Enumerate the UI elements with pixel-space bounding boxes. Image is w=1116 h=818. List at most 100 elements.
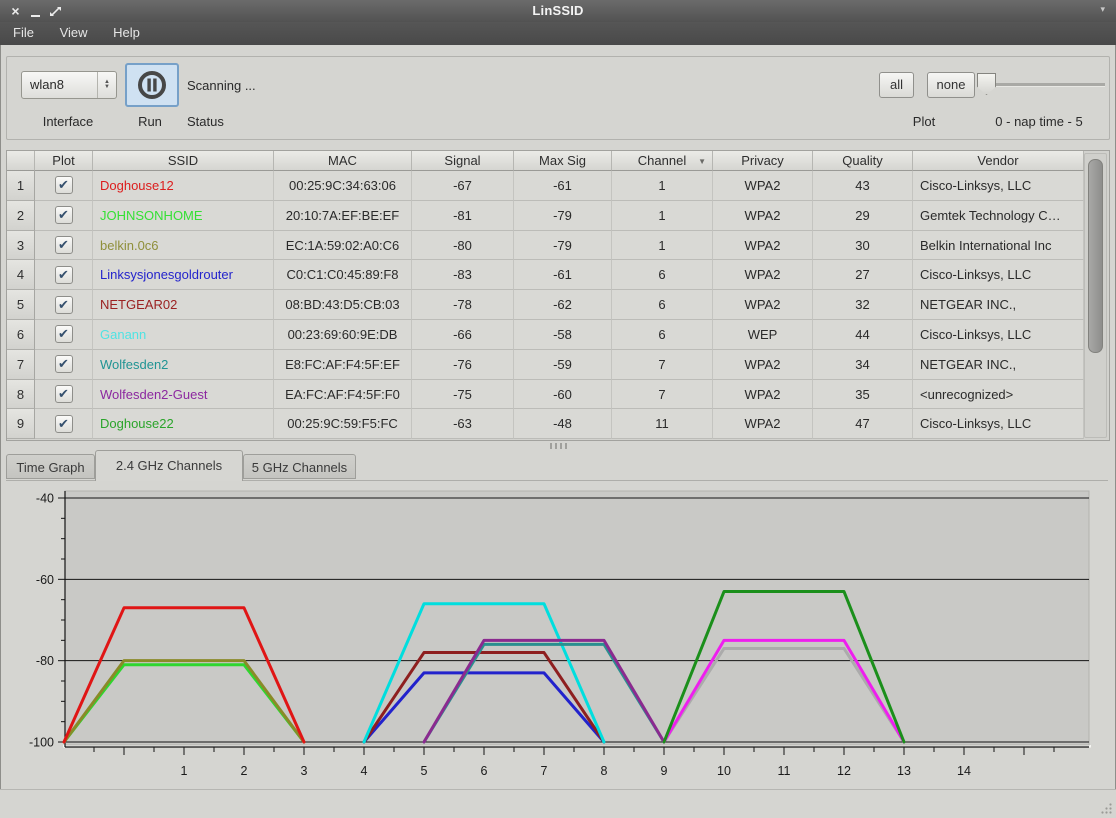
cell-mac[interactable]: 20:10:7A:EF:BE:EF [274, 201, 412, 231]
cell-quality[interactable]: 34 [813, 350, 913, 380]
cell-max-sig[interactable]: -59 [514, 350, 612, 380]
cell-max-sig[interactable]: -58 [514, 320, 612, 350]
column-header-channel[interactable]: Channel▼ [612, 151, 713, 171]
cell-vendor[interactable]: Belkin International Inc [913, 231, 1084, 261]
cell-signal[interactable]: -66 [412, 320, 514, 350]
cell-privacy[interactable]: WPA2 [713, 290, 813, 320]
cell-vendor[interactable]: Cisco-Linksys, LLC [913, 260, 1084, 290]
cell-ssid[interactable]: NETGEAR02 [93, 290, 274, 320]
cell-channel[interactable]: 1 [612, 171, 713, 201]
menu-help[interactable]: Help [102, 22, 151, 45]
row-number[interactable]: 1 [7, 171, 35, 201]
row-number[interactable]: 9 [7, 409, 35, 439]
tab-5ghz-channels[interactable]: 5 GHz Channels [243, 454, 356, 479]
cell-ssid[interactable]: Linksysjonesgoldrouter [93, 260, 274, 290]
tab-time-graph[interactable]: Time Graph [6, 454, 95, 479]
cell-max-sig[interactable]: -62 [514, 290, 612, 320]
cell-max-sig[interactable]: -79 [514, 201, 612, 231]
menu-file[interactable]: File [2, 22, 45, 45]
cell-signal[interactable]: -80 [412, 231, 514, 261]
spinner-arrows-icon[interactable]: ▲▼ [97, 72, 116, 98]
cell-privacy[interactable]: WPA2 [713, 201, 813, 231]
cell-signal[interactable]: -76 [412, 350, 514, 380]
cell-ssid[interactable]: Doghouse12 [93, 171, 274, 201]
plot-checkbox[interactable]: ✔ [55, 236, 73, 254]
run-pause-button[interactable] [125, 63, 179, 107]
cell-max-sig[interactable]: -60 [514, 380, 612, 410]
cell-max-sig[interactable]: -61 [514, 260, 612, 290]
cell-max-sig[interactable]: -79 [514, 231, 612, 261]
cell-mac[interactable]: 00:23:69:60:9E:DB [274, 320, 412, 350]
column-header-privacy[interactable]: Privacy [713, 151, 813, 171]
plot-checkbox[interactable]: ✔ [55, 266, 73, 284]
row-number[interactable]: 5 [7, 290, 35, 320]
cell-ssid[interactable]: Doghouse22 [93, 409, 274, 439]
cell-privacy[interactable]: WPA2 [713, 171, 813, 201]
column-header-mac[interactable]: MAC [274, 151, 412, 171]
column-header-vendor[interactable]: Vendor [913, 151, 1084, 171]
cell-quality[interactable]: 35 [813, 380, 913, 410]
column-header-plot[interactable]: Plot [35, 151, 93, 171]
column-header-index[interactable] [7, 151, 35, 171]
cell-quality[interactable]: 43 [813, 171, 913, 201]
nap-time-slider[interactable] [979, 83, 1105, 87]
column-header-signal[interactable]: Signal [412, 151, 514, 171]
row-number[interactable]: 2 [7, 201, 35, 231]
cell-signal[interactable]: -78 [412, 290, 514, 320]
nap-time-slider-handle[interactable] [977, 73, 996, 95]
cell-quality[interactable]: 44 [813, 320, 913, 350]
row-number[interactable]: 7 [7, 350, 35, 380]
cell-ssid[interactable]: Wolfesden2-Guest [93, 380, 274, 410]
cell-vendor[interactable]: Gemtek Technology C… [913, 201, 1084, 231]
menu-view[interactable]: View [49, 22, 99, 45]
plot-checkbox[interactable]: ✔ [55, 206, 73, 224]
cell-mac[interactable]: C0:C1:C0:45:89:F8 [274, 260, 412, 290]
interface-select[interactable]: wlan8 ▲▼ [21, 71, 117, 99]
cell-privacy[interactable]: WPA2 [713, 260, 813, 290]
cell-quality[interactable]: 27 [813, 260, 913, 290]
cell-vendor[interactable]: NETGEAR INC., [913, 290, 1084, 320]
plot-none-button[interactable]: none [927, 72, 975, 98]
cell-mac[interactable]: 08:BD:43:D5:CB:03 [274, 290, 412, 320]
table-scrollbar-thumb[interactable] [1088, 159, 1103, 353]
cell-signal[interactable]: -67 [412, 171, 514, 201]
cell-channel[interactable]: 6 [612, 320, 713, 350]
plot-checkbox[interactable]: ✔ [55, 385, 73, 403]
plot-all-button[interactable]: all [879, 72, 914, 98]
cell-mac[interactable]: EC:1A:59:02:A0:C6 [274, 231, 412, 261]
cell-mac[interactable]: 00:25:9C:59:F5:FC [274, 409, 412, 439]
cell-signal[interactable]: -83 [412, 260, 514, 290]
row-number[interactable]: 4 [7, 260, 35, 290]
cell-vendor[interactable]: Cisco-Linksys, LLC [913, 171, 1084, 201]
cell-privacy[interactable]: WPA2 [713, 350, 813, 380]
cell-signal[interactable]: -75 [412, 380, 514, 410]
table-scrollbar[interactable] [1084, 153, 1107, 438]
cell-channel[interactable]: 7 [612, 350, 713, 380]
cell-signal[interactable]: -63 [412, 409, 514, 439]
cell-channel[interactable]: 1 [612, 231, 713, 261]
cell-quality[interactable]: 30 [813, 231, 913, 261]
plot-checkbox[interactable]: ✔ [55, 355, 73, 373]
cell-ssid[interactable]: JOHNSONHOME [93, 201, 274, 231]
cell-privacy[interactable]: WEP [713, 320, 813, 350]
cell-channel[interactable]: 1 [612, 201, 713, 231]
cell-vendor[interactable]: NETGEAR INC., [913, 350, 1084, 380]
column-header-max-sig[interactable]: Max Sig [514, 151, 612, 171]
row-number[interactable]: 6 [7, 320, 35, 350]
column-header-ssid[interactable]: SSID [93, 151, 274, 171]
cell-vendor[interactable]: Cisco-Linksys, LLC [913, 320, 1084, 350]
plot-checkbox[interactable]: ✔ [55, 296, 73, 314]
cell-mac[interactable]: EA:FC:AF:F4:5F:F0 [274, 380, 412, 410]
column-header-quality[interactable]: Quality [813, 151, 913, 171]
cell-quality[interactable]: 47 [813, 409, 913, 439]
plot-checkbox[interactable]: ✔ [55, 325, 73, 343]
cell-quality[interactable]: 29 [813, 201, 913, 231]
cell-channel[interactable]: 6 [612, 260, 713, 290]
cell-mac[interactable]: E8:FC:AF:F4:5F:EF [274, 350, 412, 380]
cell-privacy[interactable]: WPA2 [713, 231, 813, 261]
splitter-handle[interactable] [540, 442, 576, 449]
cell-privacy[interactable]: WPA2 [713, 380, 813, 410]
cell-ssid[interactable]: belkin.0c6 [93, 231, 274, 261]
tab-24ghz-channels[interactable]: 2.4 GHz Channels [95, 450, 243, 481]
cell-max-sig[interactable]: -61 [514, 171, 612, 201]
